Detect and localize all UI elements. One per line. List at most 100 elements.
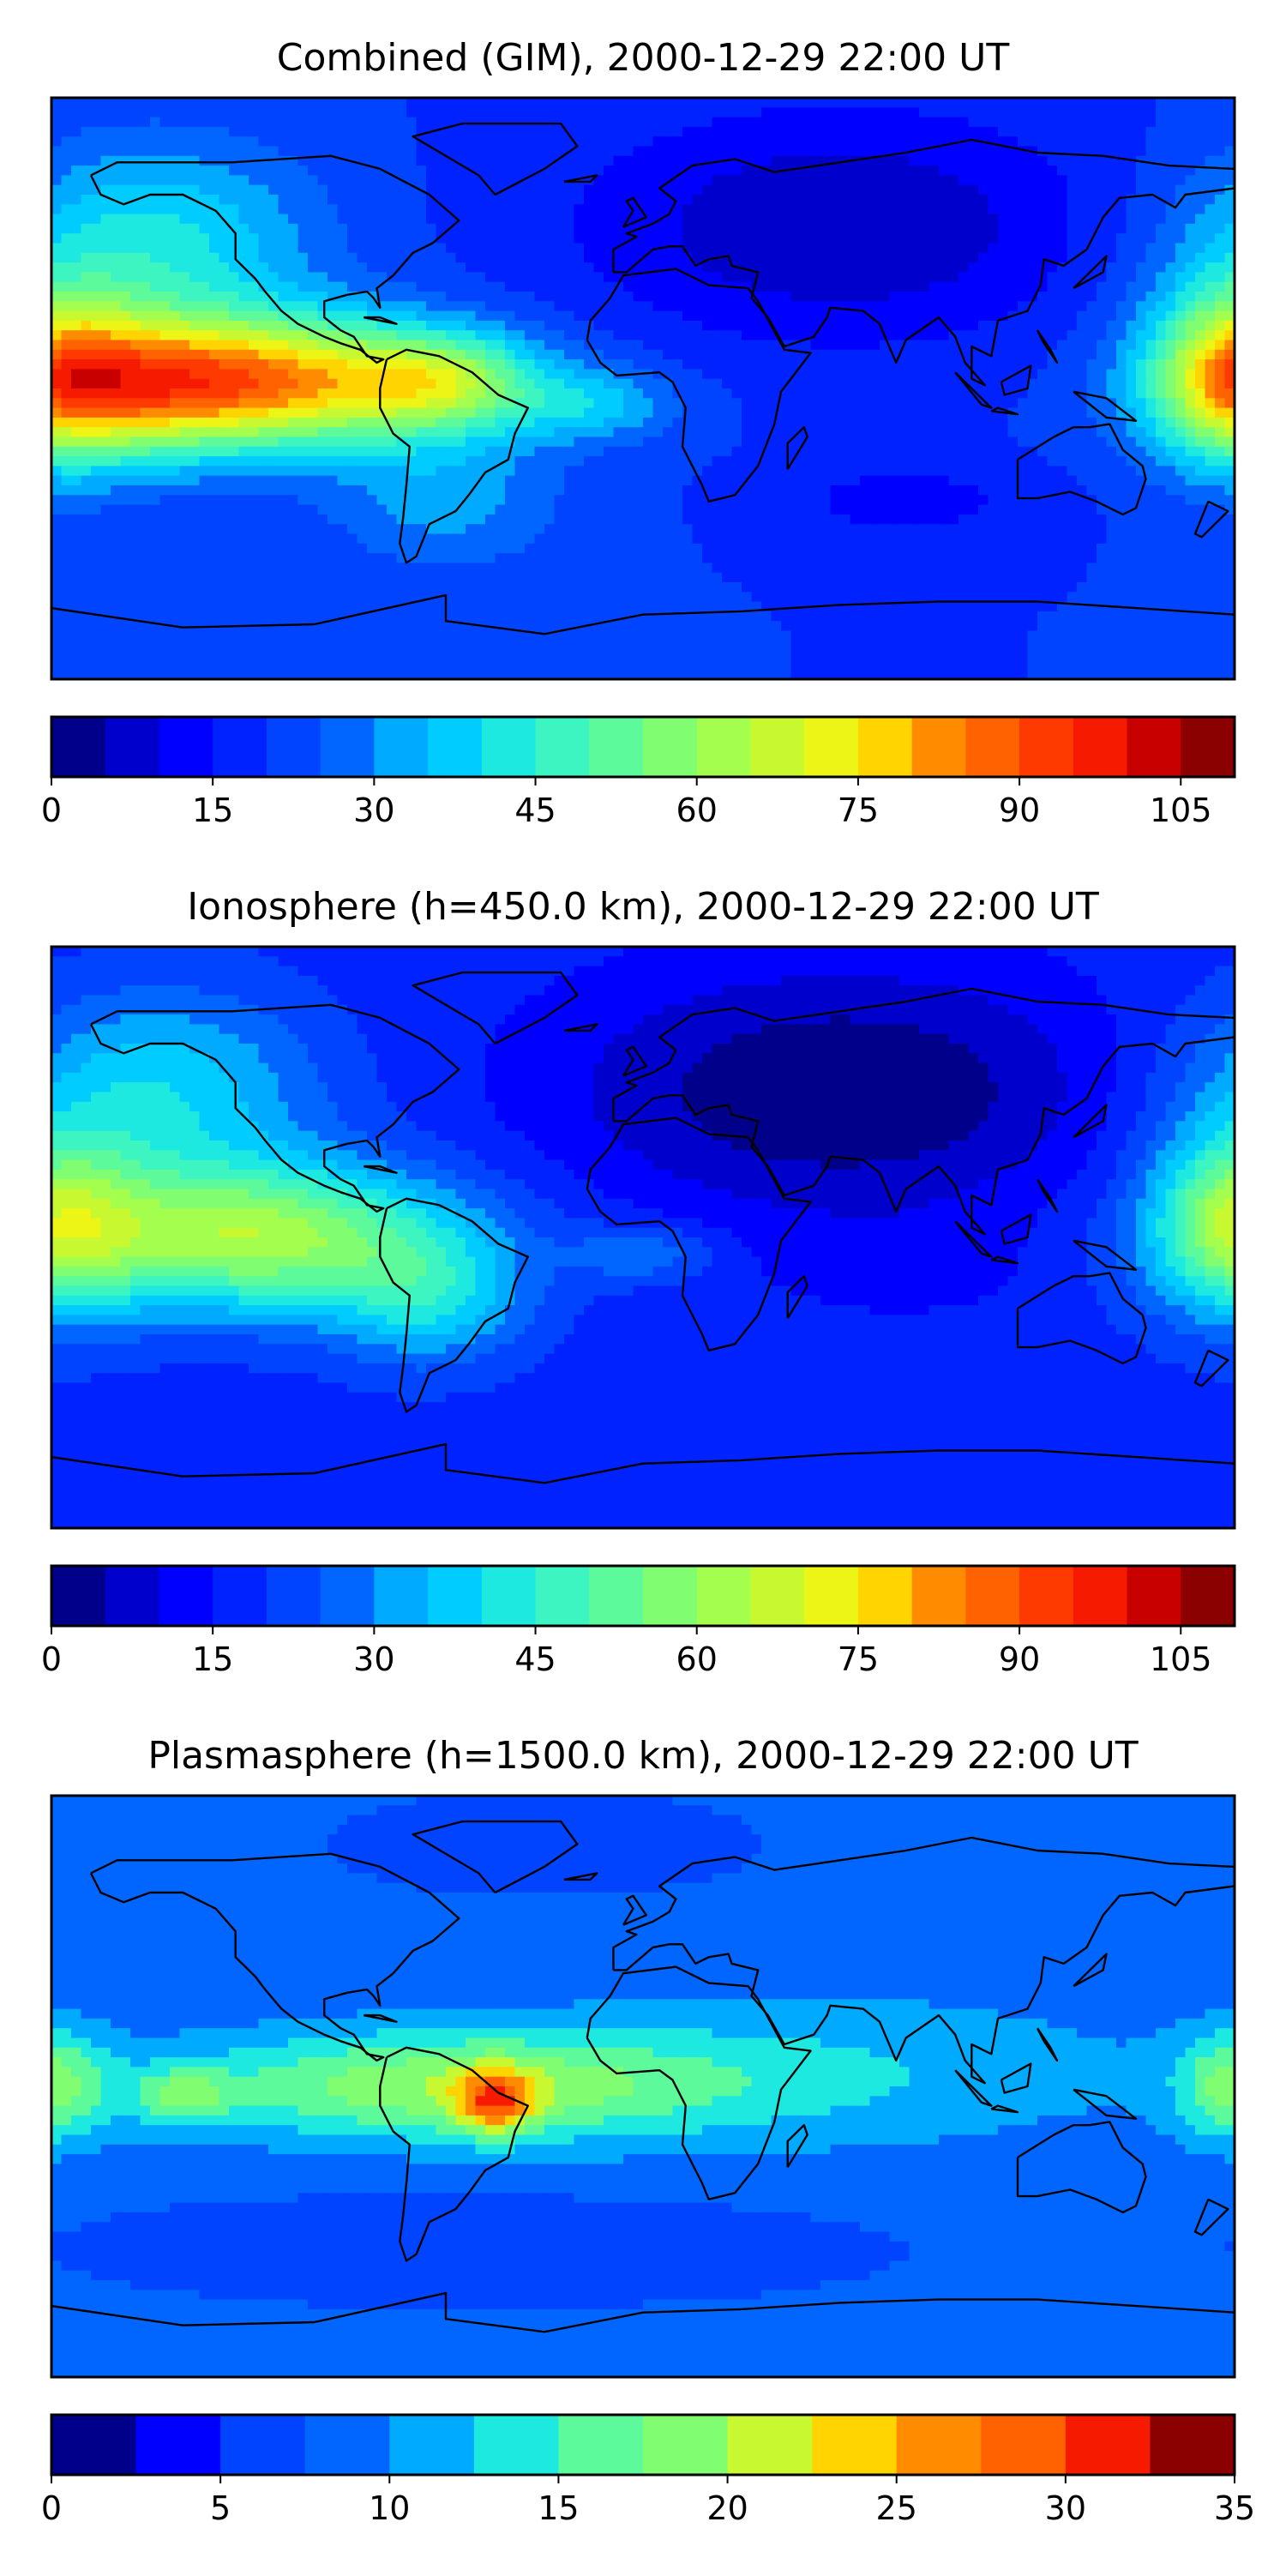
heatmap-cell — [899, 292, 910, 302]
heatmap-cell — [554, 495, 565, 506]
heatmap-cell — [554, 204, 565, 215]
heatmap-cell — [712, 272, 723, 283]
heatmap-cell — [170, 252, 181, 263]
heatmap-cell — [712, 126, 723, 137]
heatmap-cell — [179, 466, 190, 477]
heatmap-cell — [485, 495, 496, 506]
heatmap-cell — [416, 146, 427, 157]
heatmap-cell — [1224, 466, 1235, 477]
heatmap-cell — [840, 262, 851, 273]
heatmap-cell — [702, 388, 713, 399]
heatmap-cell — [544, 117, 556, 128]
heatmap-cell — [1136, 359, 1147, 370]
heatmap-cell — [820, 349, 832, 360]
heatmap-cell — [1165, 262, 1176, 273]
heatmap-cell — [790, 98, 802, 108]
heatmap-cell — [899, 146, 910, 157]
heatmap-cell — [643, 340, 654, 351]
heatmap-cell — [347, 340, 358, 351]
heatmap-cell — [1027, 184, 1038, 196]
heatmap-cell — [495, 98, 506, 108]
heatmap-cell — [643, 262, 654, 273]
heatmap-cell — [790, 126, 802, 137]
heatmap-cell — [71, 320, 82, 331]
heatmap-cell — [91, 281, 102, 292]
heatmap-cell — [317, 243, 328, 254]
heatmap-cell — [229, 175, 240, 186]
heatmap-cell — [840, 126, 851, 137]
heatmap-cell — [544, 466, 556, 477]
heatmap-cell — [830, 136, 841, 147]
heatmap-cell — [968, 485, 979, 496]
heatmap-cell — [308, 320, 319, 331]
heatmap-cell — [593, 204, 604, 215]
heatmap-cell — [998, 330, 1009, 341]
heatmap-cell — [416, 446, 427, 457]
heatmap-cell — [761, 340, 772, 351]
heatmap-cell — [593, 340, 604, 351]
heatmap-cell — [672, 272, 683, 283]
heatmap-cell — [317, 388, 328, 399]
heatmap-cell — [613, 252, 624, 263]
heatmap-cell — [1057, 214, 1068, 225]
heatmap-cell — [514, 272, 526, 283]
heatmap-cell — [712, 398, 723, 409]
heatmap-cell — [919, 417, 930, 428]
heatmap-cell — [258, 466, 269, 477]
heatmap-cell — [1165, 175, 1176, 186]
heatmap-cell — [288, 175, 299, 186]
heatmap-cell — [268, 204, 279, 215]
heatmap-cell — [317, 136, 328, 147]
heatmap-cell — [761, 359, 772, 370]
heatmap-cell — [436, 388, 447, 399]
heatmap-cell — [475, 359, 486, 370]
heatmap-cell — [387, 223, 398, 234]
heatmap-cell — [367, 214, 378, 225]
heatmap-cell — [249, 223, 260, 234]
heatmap-cell — [652, 146, 664, 157]
heatmap-cell — [702, 292, 713, 302]
heatmap-cell — [761, 281, 772, 292]
heatmap-cell — [140, 301, 151, 312]
heatmap-cell — [317, 446, 328, 457]
heatmap-cell — [189, 369, 201, 380]
heatmap-cell — [199, 223, 210, 234]
heatmap-cell — [159, 204, 171, 215]
heatmap-cell — [751, 407, 762, 418]
heatmap-cell — [189, 427, 201, 438]
heatmap-cell — [426, 233, 437, 244]
heatmap-cell — [209, 485, 220, 496]
heatmap-cell — [909, 243, 920, 254]
heatmap-cell — [268, 126, 279, 137]
heatmap-cell — [682, 359, 694, 370]
heatmap-cell — [159, 446, 171, 457]
heatmap-cell — [731, 340, 742, 351]
heatmap-cell — [909, 214, 920, 225]
heatmap-cell — [219, 126, 230, 137]
heatmap-cell — [1126, 427, 1137, 438]
heatmap-cell — [337, 243, 348, 254]
heatmap-cell — [1175, 359, 1187, 370]
heatmap-cell — [1126, 359, 1137, 370]
heatmap-cell — [663, 485, 674, 496]
heatmap-cell — [179, 301, 190, 312]
heatmap-cell — [790, 292, 802, 302]
heatmap-cell — [702, 407, 713, 418]
heatmap-cell — [71, 359, 82, 370]
heatmap-cell — [1205, 292, 1216, 302]
heatmap-cell — [928, 98, 940, 108]
heatmap-cell — [928, 456, 940, 466]
heatmap-cell — [258, 427, 269, 438]
heatmap-cell — [1027, 359, 1038, 370]
heatmap-cell — [840, 107, 851, 118]
heatmap-cell — [652, 166, 664, 176]
heatmap-cell — [189, 252, 201, 263]
heatmap-cell — [988, 456, 999, 466]
heatmap-cell — [416, 378, 427, 389]
heatmap-cell — [751, 166, 762, 176]
heatmap-cell — [347, 98, 358, 108]
heatmap-cell — [1156, 446, 1167, 457]
heatmap-cell — [593, 475, 604, 486]
heatmap-cell — [702, 310, 713, 322]
heatmap-cell — [1126, 262, 1137, 273]
